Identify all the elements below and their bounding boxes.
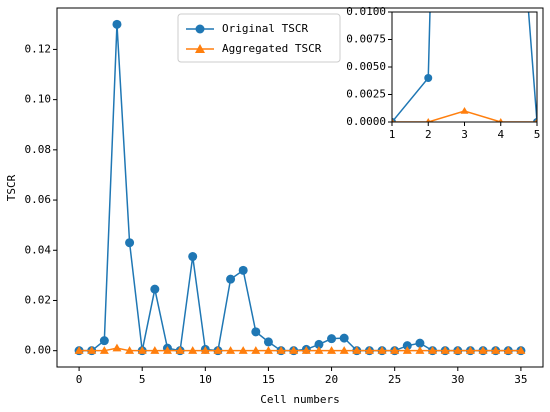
- y-tick-label: 0.0100: [346, 5, 386, 18]
- marker: [74, 346, 84, 354]
- marker: [87, 346, 97, 354]
- marker: [99, 336, 109, 346]
- marker: [263, 337, 273, 347]
- marker: [226, 346, 236, 354]
- marker: [478, 346, 488, 354]
- legend: [177, 13, 341, 63]
- marker: [213, 346, 223, 354]
- x-tick-label: 5: [139, 373, 146, 386]
- marker: [226, 274, 236, 284]
- marker: [460, 107, 469, 114]
- x-tick-label: 0: [76, 373, 83, 386]
- marker: [238, 265, 248, 275]
- marker: [112, 19, 122, 29]
- marker: [440, 346, 450, 354]
- y-axis-label: TSCR: [5, 174, 18, 201]
- marker: [534, 118, 537, 122]
- x-tick-label: 35: [514, 373, 527, 386]
- marker: [327, 346, 337, 354]
- y-tick-label: 0.02: [25, 293, 52, 306]
- y-tick-label: 0.08: [25, 143, 52, 156]
- y-tick-label: 0.0050: [346, 60, 386, 73]
- marker: [137, 346, 147, 354]
- marker: [339, 346, 349, 354]
- x-tick-label: 4: [497, 128, 504, 141]
- x-tick-label: 5: [534, 128, 541, 141]
- y-tick-label: 0.0025: [346, 88, 386, 101]
- y-tick-label: 0.04: [25, 243, 52, 256]
- marker: [301, 346, 311, 354]
- x-tick-label: 2: [425, 128, 432, 141]
- x-tick-label: 3: [461, 128, 468, 141]
- axes-frame: [391, 11, 538, 123]
- y-tick-label: 0.10: [25, 93, 52, 106]
- marker: [377, 346, 387, 354]
- x-tick-label: 20: [325, 373, 338, 386]
- series-group: [74, 19, 526, 356]
- marker: [150, 284, 160, 294]
- marker: [402, 341, 412, 351]
- marker: [188, 346, 198, 354]
- marker: [516, 346, 526, 354]
- x-tick-label: 10: [199, 373, 212, 386]
- legend-label: Aggregated TSCR: [222, 42, 322, 55]
- x-axis-label: Cell numbers: [260, 393, 339, 406]
- marker: [112, 343, 122, 352]
- legend-marker: [195, 44, 205, 53]
- marker: [238, 346, 248, 354]
- marker: [392, 118, 395, 122]
- x-tick-label: 1: [389, 128, 396, 141]
- marker: [339, 333, 349, 343]
- marker: [251, 327, 261, 337]
- marker: [364, 346, 374, 354]
- marker: [402, 346, 412, 354]
- y-tick-label: 0.12: [25, 42, 52, 55]
- legend-marker: [195, 24, 205, 34]
- marker: [200, 346, 210, 354]
- plot-area: [392, 12, 537, 122]
- x-tick-label: 25: [388, 373, 401, 386]
- y-tick-label: 0.0075: [346, 33, 386, 46]
- marker: [289, 346, 299, 354]
- y-tick-label: 0.0000: [346, 115, 386, 128]
- y-tick-label: 0.00: [25, 344, 52, 357]
- marker: [150, 346, 160, 354]
- x-tick-label: 30: [451, 373, 464, 386]
- marker: [428, 346, 438, 354]
- marker: [503, 346, 513, 354]
- y-tick-label: 0.06: [25, 193, 52, 206]
- marker: [162, 346, 172, 354]
- marker: [99, 346, 109, 354]
- x-tick-label: 15: [262, 373, 275, 386]
- marker: [424, 74, 433, 82]
- marker: [327, 334, 337, 344]
- marker: [276, 346, 286, 354]
- marker: [314, 339, 324, 349]
- series-group: [392, 12, 537, 122]
- marker: [415, 346, 425, 354]
- marker: [390, 346, 400, 354]
- legend-label: Original TSCR: [222, 22, 308, 35]
- marker: [263, 346, 273, 354]
- marker: [125, 238, 135, 248]
- axes-frame: [56, 7, 544, 368]
- marker: [415, 338, 425, 348]
- marker: [425, 118, 431, 122]
- marker: [453, 346, 463, 354]
- marker: [498, 118, 504, 122]
- marker: [175, 346, 185, 354]
- marker: [188, 252, 198, 262]
- marker: [251, 346, 261, 354]
- marker: [314, 346, 324, 354]
- marker: [465, 346, 475, 354]
- marker: [352, 346, 362, 354]
- marker: [125, 346, 135, 354]
- marker: [491, 346, 501, 354]
